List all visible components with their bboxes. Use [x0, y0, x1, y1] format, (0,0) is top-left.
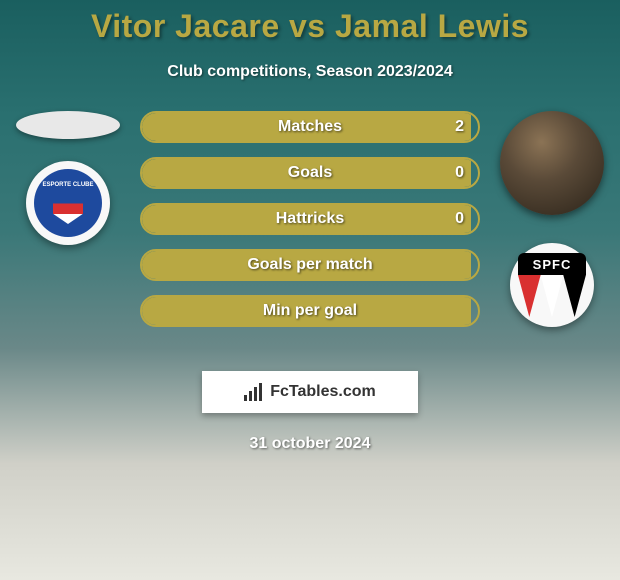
watermark: FcTables.com — [202, 371, 418, 413]
left-club-badge: ESPORTE CLUBE — [26, 161, 110, 245]
stat-bar: Goals0 — [140, 157, 480, 189]
stat-value: 2 — [455, 113, 464, 141]
right-player-photo — [500, 111, 604, 215]
stat-label: Goals per match — [142, 251, 478, 279]
right-club-badge: SPFC — [510, 243, 594, 327]
spfc-white-triangle-icon — [541, 275, 564, 317]
left-player-column: ESPORTE CLUBE — [8, 111, 128, 245]
stat-value: 0 — [455, 159, 464, 187]
stat-label: Goals — [142, 159, 478, 187]
left-club-label: ESPORTE CLUBE — [42, 182, 93, 188]
stat-bar: Matches2 — [140, 111, 480, 143]
right-club-label: SPFC — [518, 253, 586, 275]
right-player-column: SPFC — [492, 111, 612, 327]
stat-label: Min per goal — [142, 297, 478, 325]
stat-bar: Min per goal — [140, 295, 480, 327]
generation-date: 31 october 2024 — [0, 435, 620, 453]
comparison-title: Vitor Jacare vs Jamal Lewis — [0, 0, 620, 45]
stat-value: 0 — [455, 205, 464, 233]
bahia-shield-icon — [53, 190, 83, 224]
spfc-black-triangle-icon — [563, 275, 586, 317]
stat-bar: Hattricks0 — [140, 203, 480, 235]
comparison-subtitle: Club competitions, Season 2023/2024 — [0, 63, 620, 81]
stat-bars-container: Matches2Goals0Hattricks0Goals per matchM… — [140, 111, 480, 341]
watermark-text: FcTables.com — [270, 383, 376, 401]
stat-label: Matches — [142, 113, 478, 141]
content-area: ESPORTE CLUBE SPFC Matches2Goals0Hattric… — [0, 111, 620, 371]
left-player-photo — [16, 111, 120, 139]
stat-bar: Goals per match — [140, 249, 480, 281]
bar-chart-icon — [244, 383, 266, 401]
spfc-red-triangle-icon — [518, 275, 541, 317]
stat-label: Hattricks — [142, 205, 478, 233]
